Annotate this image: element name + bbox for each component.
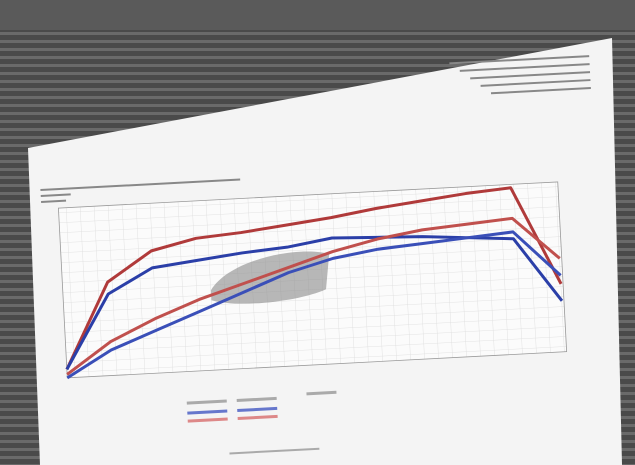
- series-line: [66, 230, 562, 380]
- series-line: [66, 216, 561, 376]
- header-text-lines: [40, 55, 591, 203]
- chart: [40, 55, 591, 455]
- background-wall: [0, 0, 635, 30]
- legend-table: [186, 390, 337, 455]
- series-line: [65, 186, 563, 370]
